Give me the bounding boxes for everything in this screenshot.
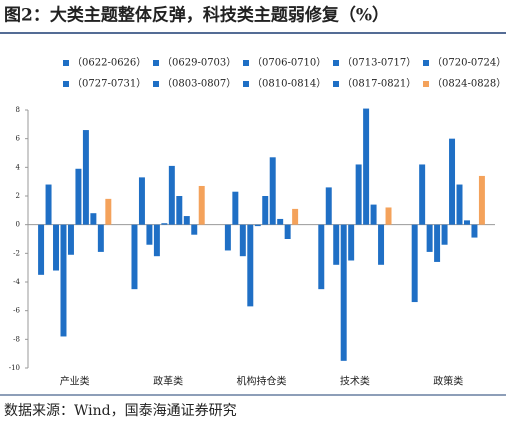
y-tick-label: -4 <box>13 278 20 286</box>
bar <box>333 224 340 265</box>
legend-label: （0817-0821） <box>342 78 416 90</box>
legend-swatch <box>423 60 429 66</box>
y-tick-label: -8 <box>13 335 20 343</box>
legend-label: （0706-0710） <box>252 57 326 69</box>
bar <box>247 224 254 307</box>
bar <box>355 164 362 225</box>
bar <box>348 224 355 261</box>
bar <box>191 224 198 235</box>
bar <box>478 175 485 225</box>
bar <box>198 185 205 225</box>
bar <box>434 224 441 262</box>
bar <box>131 224 138 290</box>
bar <box>38 224 45 275</box>
bar <box>441 224 448 245</box>
bar <box>82 130 89 225</box>
y-tick-label: -10 <box>9 364 20 372</box>
legend-label: （0824-0828） <box>432 78 506 90</box>
y-tick-label: 2 <box>16 192 20 200</box>
bar <box>183 216 190 225</box>
bar <box>385 207 392 225</box>
bar <box>254 224 261 227</box>
bar <box>105 198 112 225</box>
y-tick-label: -2 <box>13 249 20 257</box>
legend-label: （0720-0724） <box>432 57 506 69</box>
legend-label: （0810-0814） <box>252 78 326 90</box>
bar <box>262 196 269 225</box>
x-tick-label: 机构持仓类 <box>237 375 287 388</box>
legend-swatch <box>153 60 159 66</box>
bar <box>67 224 74 255</box>
legend-swatch <box>63 81 69 87</box>
bar <box>45 184 52 225</box>
bar <box>471 224 478 238</box>
bar <box>426 224 433 252</box>
y-tick-label: 0 <box>16 221 20 229</box>
bar <box>378 224 385 265</box>
bar <box>292 208 299 225</box>
bar <box>449 138 456 225</box>
legend-swatch <box>333 60 339 66</box>
chart-title: 图2：大类主题整体反弹，科技类主题弱修复（%） <box>4 5 389 26</box>
y-tick-label: 8 <box>16 106 20 114</box>
bar <box>53 224 60 271</box>
legend-swatch <box>153 81 159 87</box>
legend-label: （0622-0626） <box>72 57 146 69</box>
x-tick-label: 政革类 <box>153 375 183 388</box>
bar <box>75 168 82 225</box>
bar <box>224 224 231 251</box>
bar <box>97 224 104 252</box>
legend-swatch <box>243 81 249 87</box>
bar <box>153 224 160 257</box>
bar <box>463 220 470 225</box>
y-tick-label: 6 <box>16 135 21 143</box>
x-tick-label: 产业类 <box>60 375 90 388</box>
bar <box>269 157 276 225</box>
legend-label: （0713-0717） <box>342 57 416 69</box>
legend-swatch <box>423 81 429 87</box>
legend-label: （0727-0731） <box>72 78 146 90</box>
bar <box>284 224 291 239</box>
bar <box>277 218 284 225</box>
bar <box>325 187 332 225</box>
bar <box>419 164 426 225</box>
bar <box>370 204 377 225</box>
y-tick-label: -6 <box>13 307 20 315</box>
bar <box>411 224 418 303</box>
bar <box>456 184 463 225</box>
bar <box>340 224 347 361</box>
bar <box>146 224 153 245</box>
x-tick-label: 技术类 <box>340 375 370 388</box>
legend-label: （0803-0807） <box>162 78 236 90</box>
legend-swatch <box>333 81 339 87</box>
bar <box>239 224 246 257</box>
source-note: 数据来源：Wind，国泰海通证券研究 <box>4 403 237 419</box>
bar <box>232 191 239 225</box>
bar <box>363 108 370 225</box>
bar <box>176 196 183 225</box>
bar <box>60 224 67 337</box>
legend-label: （0629-0703） <box>162 57 236 69</box>
bar <box>161 223 168 225</box>
bar <box>90 213 97 225</box>
bar <box>168 165 175 225</box>
legend-swatch <box>243 60 249 66</box>
bar <box>138 177 145 225</box>
bar <box>318 224 325 290</box>
y-tick-label: 4 <box>16 163 21 171</box>
legend-swatch <box>63 60 69 66</box>
x-tick-label: 政策类 <box>433 375 463 388</box>
